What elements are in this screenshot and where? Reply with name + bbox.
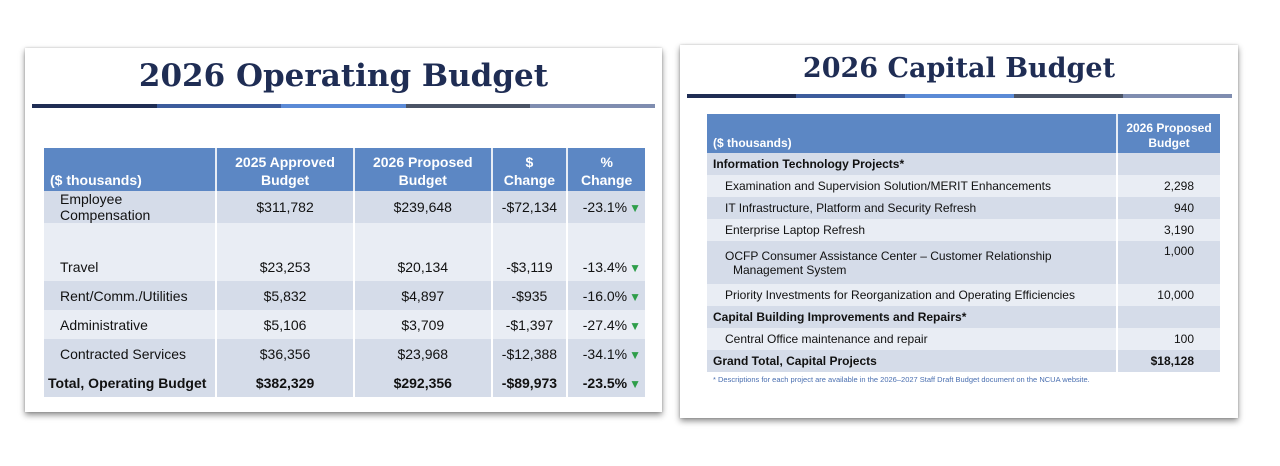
pct-value: -23.5% [582, 374, 628, 391]
row-label: OCFP Consumer Assistance Center – Custom… [707, 241, 1117, 284]
cell-proposed: $23,968 [353, 339, 492, 368]
cell-label: Employee Compensation [44, 191, 217, 223]
down-arrow-icon: ▼ [629, 260, 641, 275]
pct-value: -27.4% [582, 316, 628, 333]
cell-proposed: $292,356 [353, 368, 492, 397]
row-label: Enterprise Laptop Refresh [707, 219, 1117, 241]
cell-pct: -27.4% ▼ [566, 310, 645, 339]
col-header: % Change [566, 148, 645, 191]
row-value: 100 [1116, 328, 1220, 350]
row-value: 10,000 [1116, 284, 1220, 306]
cell-proposed: $4,897 [353, 281, 492, 310]
col-header: 2026 Proposed Budget [1116, 114, 1220, 153]
cell-label: Travel [44, 252, 217, 281]
cell-proposed: $3,709 [353, 310, 492, 339]
table-row: Rent/Comm./Utilities $5,832 $4,897 -$935 -16… [44, 281, 645, 310]
cell-pct: -13.4% ▼ [566, 252, 645, 281]
table-row: Enterprise Laptop Refresh 3,190 [707, 219, 1220, 241]
cell-approved: $311,782 [215, 191, 355, 223]
section-row: Capital Building Improvements and Repair… [707, 306, 1220, 328]
table-row: Travel $23,253 $20,134 -$3,119 -13.4% ▼ [44, 252, 645, 281]
col-header: 2026 Proposed Budget [353, 148, 492, 191]
cell-label: Contracted Services [44, 339, 217, 368]
cell-change: -$935 [490, 281, 568, 310]
row-label: Examination and Supervision Solution/MER… [707, 175, 1117, 197]
row-label: Priority Investments for Reorganization … [707, 284, 1117, 306]
total-row: Grand Total, Capital Projects $18,128 [707, 350, 1220, 372]
row-value: 1,000 [1116, 241, 1220, 284]
cell-label: Administrative [44, 310, 217, 339]
pct-value: -16.0% [582, 287, 628, 304]
down-arrow-icon: ▼ [629, 201, 641, 215]
row-value: 2,298 [1116, 175, 1220, 197]
cell-change: -$12,388 [490, 339, 568, 368]
cell-proposed: $20,134 [353, 252, 492, 281]
table-row: Contracted Services $36,356 $23,968 -$12,38… [44, 339, 645, 368]
cell-change: -$1,397 [490, 310, 568, 339]
table-row: Priority Investments for Reorganization … [707, 284, 1220, 306]
table-row: IT Infrastructure, Platform and Security… [707, 197, 1220, 219]
slide-title: 2026 Capital Budget [802, 53, 1116, 84]
section-row: Information Technology Projects* [707, 153, 1220, 175]
down-arrow-icon: ▼ [629, 376, 641, 391]
section-label: Information Technology Projects* [707, 153, 1117, 175]
operating-budget-table: ($ thousands) 2025 Approved Budget 2026 … [44, 148, 645, 397]
col-header: ($ thousands) [44, 148, 217, 191]
down-arrow-icon: ▼ [629, 318, 641, 333]
total-value: $18,128 [1116, 350, 1220, 372]
title-rule [687, 94, 1232, 98]
cell-change: -$89,973 [490, 368, 568, 397]
pct-value: -23.1% [582, 199, 628, 215]
cell-approved: $23,253 [215, 252, 355, 281]
table-row: OCFP Consumer Assistance Center – Custom… [707, 241, 1220, 284]
table-row: Administrative $5,106 $3,709 -$1,397 -27.4% ▼ [44, 310, 645, 339]
cell-approved: $5,832 [215, 281, 355, 310]
table-row: Examination and Supervision Solution/MER… [707, 175, 1220, 197]
col-header: 2025 Approved Budget [215, 148, 355, 191]
row-label-line2: Management System [733, 262, 847, 277]
slide-title: 2026 Operating Budget [138, 58, 549, 94]
cell-approved: $382,329 [215, 368, 355, 397]
capital-budget-table: ($ thousands) 2026 Proposed Budget Infor… [707, 114, 1220, 372]
cell-label: Total, Operating Budget [44, 368, 217, 397]
cell-pct: -23.5% ▼ [566, 368, 645, 397]
cell-proposed: $239,648 [353, 191, 492, 223]
table-header: ($ thousands) 2026 Proposed Budget [707, 114, 1220, 153]
section-label: Capital Building Improvements and Repair… [707, 306, 1117, 328]
total-label: Grand Total, Capital Projects [707, 350, 1117, 372]
spacer-row [44, 223, 645, 252]
pct-value: -13.4% [582, 258, 628, 275]
row-label: IT Infrastructure, Platform and Security… [707, 197, 1117, 219]
cell-change: -$72,134 [490, 191, 568, 223]
table-row: Central Office maintenance and repair 100 [707, 328, 1220, 350]
operating-budget-slide: 2026 Operating Budget ($ thousands) 2025… [25, 48, 662, 412]
cell-change: -$3,119 [490, 252, 568, 281]
title-rule [32, 104, 655, 108]
cell-pct: -34.1% ▼ [566, 339, 645, 368]
table-row: Employee Compensation $311,782 $239,648 -$7… [44, 191, 645, 223]
table-header: ($ thousands) 2025 Approved Budget 2026 … [44, 148, 645, 191]
row-label-line1: OCFP Consumer Assistance Center – Custom… [725, 248, 1052, 263]
cell-pct: -23.1% ▼ [566, 191, 645, 223]
row-value: 3,190 [1116, 219, 1220, 241]
down-arrow-icon: ▼ [629, 347, 641, 362]
row-value: 940 [1116, 197, 1220, 219]
col-header: ($ thousands) [707, 114, 1117, 153]
down-arrow-icon: ▼ [629, 289, 641, 304]
cell-approved: $5,106 [215, 310, 355, 339]
pct-value: -34.1% [582, 345, 628, 362]
row-label: Central Office maintenance and repair [707, 328, 1117, 350]
cell-label: Rent/Comm./Utilities [44, 281, 217, 310]
total-row: Total, Operating Budget $382,329 $292,356-… [44, 368, 645, 397]
col-header: $ Change [490, 148, 568, 191]
cell-pct: -16.0% ▼ [566, 281, 645, 310]
cell-approved: $36,356 [215, 339, 355, 368]
capital-budget-slide: 2026 Capital Budget ($ thousands) 2026 P… [680, 45, 1238, 418]
footnote: * Descriptions for each project are avai… [713, 375, 1090, 384]
